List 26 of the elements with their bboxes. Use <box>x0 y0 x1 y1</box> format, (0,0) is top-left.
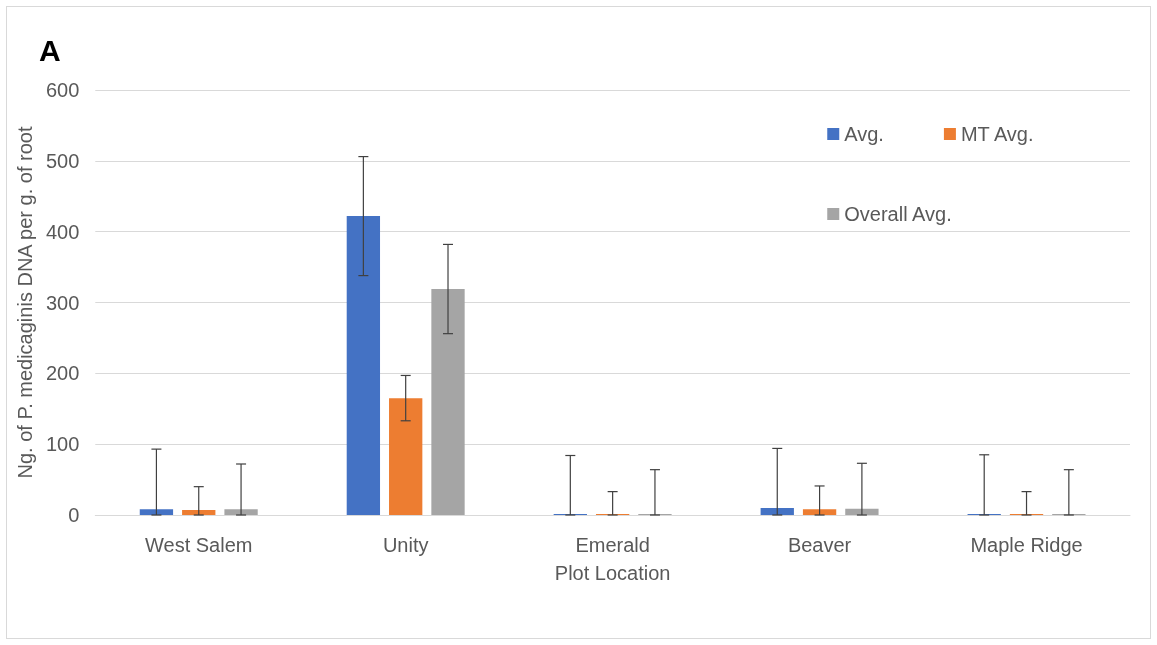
text: A <box>39 33 61 67</box>
x-tick-label: Beaver <box>787 534 852 556</box>
y-tick-label: 600 <box>45 79 80 101</box>
x-tick-label: Maple Ridge <box>970 534 1083 556</box>
x-tick-label: Emerald <box>575 534 650 556</box>
legend-label: Avg. <box>844 123 884 145</box>
bar <box>139 509 174 515</box>
x-tick-label: Unity <box>382 534 429 556</box>
y-tick-label: 200 <box>45 362 80 385</box>
bar <box>182 510 216 515</box>
bar <box>431 289 465 515</box>
bar <box>802 509 837 515</box>
bar <box>224 509 258 515</box>
y-axis-title: Ng. of P. medicaginis DNA per g. of root <box>14 126 36 479</box>
bar <box>389 398 423 515</box>
bar <box>346 216 381 515</box>
y-tick-label: 300 <box>45 291 80 314</box>
x-tick-label: West Salem <box>145 534 253 556</box>
legend-label: Overall Avg. <box>844 203 952 225</box>
y-tick-label: 500 <box>45 149 80 172</box>
legend-label: MT Avg. <box>960 123 1034 145</box>
y-tick-label: 0 <box>68 504 80 526</box>
y-tick-label: 400 <box>45 220 80 243</box>
x-axis-title: Plot Location <box>554 562 671 584</box>
bar <box>760 507 794 515</box>
y-tick-label: 100 <box>45 433 80 456</box>
